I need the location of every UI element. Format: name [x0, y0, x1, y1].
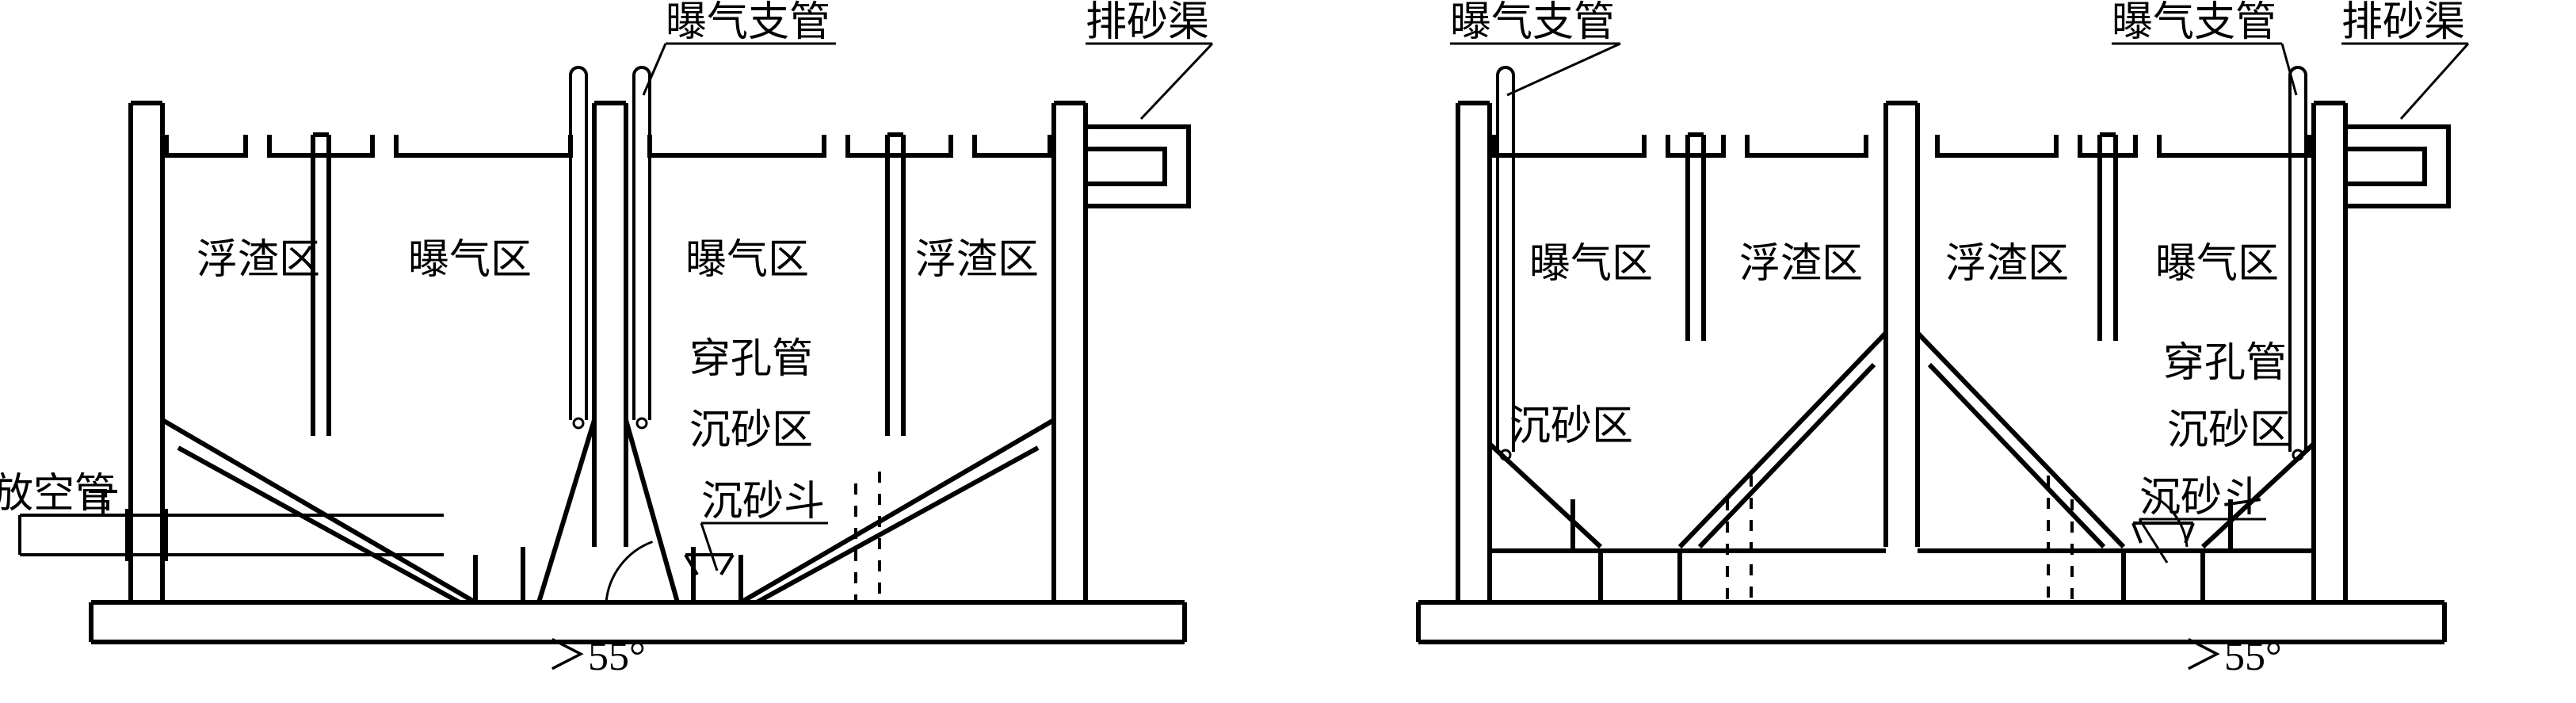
- label-grit-hopper: 沉砂斗: [701, 479, 825, 525]
- label-aeration-branch: 曝气支管: [2112, 0, 2276, 45]
- label-sand-channel: 排砂渠: [1086, 0, 1209, 45]
- zone-scum: 浮渣区: [915, 238, 1039, 283]
- label-angle: ＞55°: [2183, 634, 2282, 679]
- zone-aeration: 曝气区: [2155, 242, 2279, 287]
- label-grit-zone: 沉砂区: [1509, 404, 1633, 449]
- label-grit-zone: 沉砂区: [689, 408, 813, 453]
- label-aeration-branch: 曝气支管: [1450, 0, 1615, 45]
- zone-aeration: 曝气区: [1529, 242, 1653, 287]
- label-sand-channel: 排砂渠: [2341, 0, 2465, 45]
- label-angle: ＞55°: [547, 634, 646, 679]
- right-diagram: 曝气支管曝气支管排砂渠曝气区浮渣区浮渣区曝气区穿孔管沉砂区沉砂区沉砂斗＞55°: [1418, 0, 2468, 679]
- zone-aeration: 曝气区: [685, 238, 809, 283]
- zone-scum: 浮渣区: [1945, 242, 2069, 287]
- zone-scum: 浮渣区: [197, 238, 320, 283]
- label-aeration-branch: 曝气支管: [666, 0, 830, 45]
- label-perforated-pipe: 穿孔管: [689, 337, 813, 382]
- zone-scum: 浮渣区: [1739, 242, 1863, 287]
- label-perforated-pipe: 穿孔管: [2163, 341, 2287, 386]
- label-drain-pipe: 放空管: [0, 472, 116, 517]
- zone-aeration: 曝气区: [408, 238, 532, 283]
- label-grit-zone: 沉砂区: [2167, 408, 2291, 453]
- left-diagram: 曝气支管 排砂渠浮渣区 曝气区 曝气区 浮渣区穿孔管沉砂区沉砂斗 放空管 ＞55°: [0, 0, 1212, 679]
